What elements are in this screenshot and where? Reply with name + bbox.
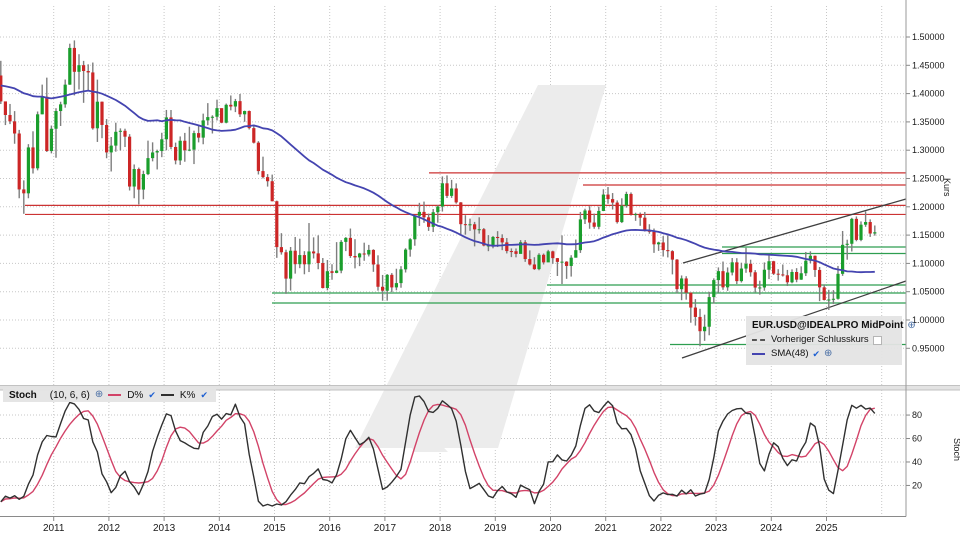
sma-swatch-icon [752,353,765,355]
k-line-label: K% [179,389,196,401]
d-line-checkbox[interactable]: ✔ [148,389,156,400]
legend-symbol-title: EUR.USD@IDEALPRO MidPoint [752,320,904,331]
svg-text:1.05000: 1.05000 [912,287,945,297]
k-line-swatch-icon [160,394,174,396]
svg-text:2022: 2022 [650,523,673,534]
sma-line [0,84,875,274]
svg-text:1.35000: 1.35000 [912,117,945,127]
globe-icon[interactable]: ⊕ [94,389,104,400]
d-line-swatch-icon [108,394,122,396]
svg-text:20: 20 [912,480,922,490]
globe-icon[interactable]: ⊕ [824,348,833,359]
prev-close-label: Vorheriger Schlusskurs [771,334,869,345]
svg-text:1.10000: 1.10000 [912,258,945,268]
svg-text:2012: 2012 [98,523,121,534]
svg-text:2023: 2023 [705,523,728,534]
svg-text:2024: 2024 [760,523,783,534]
svg-text:1.00000: 1.00000 [912,315,945,325]
watermark-logo [355,85,606,452]
svg-text:2018: 2018 [429,523,452,534]
d-line-label: D% [127,389,144,401]
stoch-indicator-name: Stoch [9,389,37,401]
k-line-checkbox[interactable]: ✔ [200,389,208,400]
svg-text:1.45000: 1.45000 [912,60,945,70]
svg-text:60: 60 [912,434,922,444]
candles [0,40,877,347]
svg-text:Kurs: Kurs [942,178,952,197]
globe-icon[interactable]: ⊕ [907,320,916,331]
time-axis[interactable]: 2011 2012 2013 2014 2015 2016 2017 2018 2019 2020… [0,516,906,535]
prev-close-checkbox[interactable] [872,335,882,345]
svg-text:1.20000: 1.20000 [912,202,945,212]
svg-text:2015: 2015 [263,523,286,534]
svg-text:2020: 2020 [539,523,562,534]
stoch-params: (10, 6, 6) [49,389,90,401]
prev-close-swatch-icon [752,339,765,341]
svg-text:40: 40 [912,457,922,467]
svg-text:1.50000: 1.50000 [912,32,945,42]
svg-text:2021: 2021 [595,523,618,534]
chart-legend: EUR.USD@IDEALPRO MidPoint ⊕ Vorheriger S… [746,316,916,365]
stoch-legend: Stoch (10, 6, 6) ⊕ D% ✔ K% ✔ [3,388,216,402]
price-axis[interactable]: 1.50000 1.45000 1.40000 1.35000 1.30000 1.250… [905,0,952,517]
svg-text:2016: 2016 [319,523,342,534]
sma-checkbox[interactable]: ✔ [812,348,821,359]
svg-text:2014: 2014 [208,523,231,534]
svg-text:2013: 2013 [153,523,176,534]
svg-text:2017: 2017 [374,523,397,534]
svg-text:1.25000: 1.25000 [912,174,945,184]
svg-text:Stoch: Stoch [952,438,960,461]
stoch-d-line [0,403,875,506]
svg-text:2011: 2011 [43,523,65,534]
stoch-k-line [0,395,876,507]
svg-text:1.40000: 1.40000 [912,89,945,99]
sma-label: SMA(48) [771,348,809,359]
stoch-axis[interactable]: 80 60 40 20 Stoch [906,410,960,490]
svg-text:1.30000: 1.30000 [912,145,945,155]
svg-text:2019: 2019 [484,523,507,534]
svg-text:80: 80 [912,410,922,420]
svg-text:1.15000: 1.15000 [912,230,945,240]
svg-text:2025: 2025 [815,523,838,534]
svg-text:0.95000: 0.95000 [912,343,945,353]
